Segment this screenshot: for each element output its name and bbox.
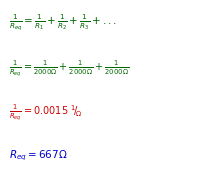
Text: $\frac{1}{R_{eq}} = \frac{1}{R_1} + \frac{1}{R_2} + \frac{1}{R_3} + ...$: $\frac{1}{R_{eq}} = \frac{1}{R_1} + \fra… [9, 12, 117, 33]
Text: $R_{eq} = 667\Omega$: $R_{eq} = 667\Omega$ [9, 148, 67, 163]
Text: $\frac{1}{R_{eq}} = 0.0015\ \mathregular{^{1}\!/\!_{\Omega}}$: $\frac{1}{R_{eq}} = 0.0015\ \mathregular… [9, 102, 82, 123]
Text: $\frac{1}{R_{eq}} = \frac{1}{2000\Omega} + \frac{1}{2000\Omega} + \frac{1}{2000\: $\frac{1}{R_{eq}} = \frac{1}{2000\Omega}… [9, 59, 129, 79]
